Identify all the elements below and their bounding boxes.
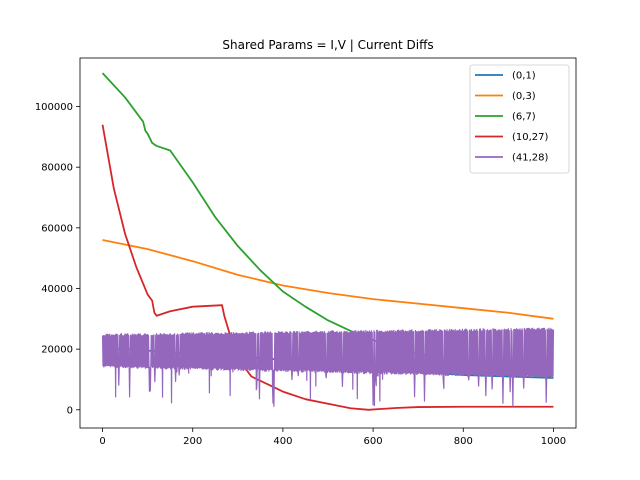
y-axis: 0 20000 40000 60000 80000 100000 [35, 102, 80, 416]
y-tick-label: 60000 [41, 223, 73, 234]
series-line [101, 327, 555, 407]
plot-frame [79, 57, 577, 429]
legend-box [469, 64, 570, 174]
legend: (0,1) (0,3) (6,7) (10,27) (41,28) [469, 64, 570, 174]
y-tick-label: 0 [67, 405, 73, 416]
legend-label: (6,7) [512, 112, 536, 123]
legend-label: (0,3) [512, 91, 536, 102]
x-tick-label: 200 [183, 436, 202, 447]
x-tick-label: 0 [99, 436, 105, 447]
series-layer [101, 72, 555, 411]
chart-title: Shared Params = I,V | Current Diffs [222, 38, 433, 52]
x-tick-label: 600 [364, 436, 383, 447]
legend-label: (10,27) [512, 132, 549, 143]
legend-label: (0,1) [512, 71, 536, 82]
y-tick-label: 100000 [35, 102, 73, 113]
x-tick-label: 400 [273, 436, 292, 447]
series-line [102, 239, 554, 320]
x-tick-label: 1000 [541, 436, 566, 447]
x-axis: 0 200 400 600 800 1000 [99, 428, 566, 447]
y-tick-label: 40000 [41, 284, 73, 295]
legend-label: (41,28) [512, 153, 549, 164]
x-tick-label: 800 [454, 436, 473, 447]
y-tick-label: 20000 [41, 345, 73, 356]
series-line [101, 124, 554, 411]
y-tick-label: 80000 [41, 163, 73, 174]
